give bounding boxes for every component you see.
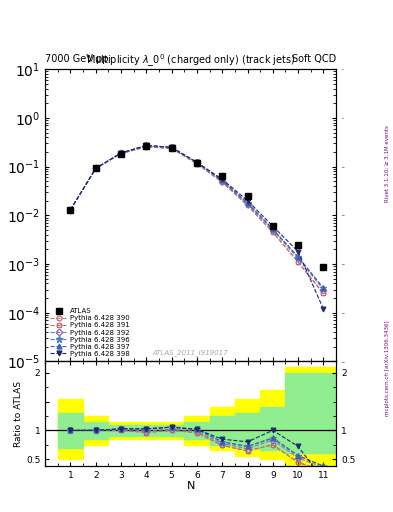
Bar: [260, 390, 285, 459]
Bar: [134, 424, 159, 436]
Bar: [285, 367, 336, 465]
X-axis label: N: N: [186, 481, 195, 491]
Text: ATLAS_2011_I919017: ATLAS_2011_I919017: [153, 349, 228, 356]
Bar: [159, 424, 184, 436]
Bar: [134, 422, 159, 439]
Bar: [83, 422, 108, 439]
Legend: ATLAS, Pythia 6.428 390, Pythia 6.428 391, Pythia 6.428 392, Pythia 6.428 396, P: ATLAS, Pythia 6.428 390, Pythia 6.428 39…: [49, 307, 131, 358]
Bar: [108, 424, 134, 436]
Bar: [184, 416, 209, 445]
Bar: [235, 413, 260, 447]
Y-axis label: Ratio to ATLAS: Ratio to ATLAS: [14, 381, 23, 446]
Text: Soft QCD: Soft QCD: [292, 54, 336, 64]
Bar: [108, 422, 134, 439]
Text: 7000 GeV pp: 7000 GeV pp: [45, 54, 109, 64]
Bar: [83, 416, 108, 445]
Bar: [58, 399, 83, 459]
Text: mcplots.cern.ch [arXiv:1306.3436]: mcplots.cern.ch [arXiv:1306.3436]: [385, 321, 389, 416]
Bar: [184, 422, 209, 439]
Bar: [159, 422, 184, 439]
Bar: [260, 408, 285, 451]
Text: Rivet 3.1.10; ≥ 3.1M events: Rivet 3.1.10; ≥ 3.1M events: [385, 125, 389, 202]
Bar: [58, 413, 83, 447]
Bar: [209, 416, 235, 445]
Bar: [235, 399, 260, 456]
Bar: [209, 408, 235, 451]
Title: Multiplicity $\lambda\_0^0$ (charged only) (track jets): Multiplicity $\lambda\_0^0$ (charged onl…: [86, 53, 296, 69]
Bar: [285, 373, 336, 453]
